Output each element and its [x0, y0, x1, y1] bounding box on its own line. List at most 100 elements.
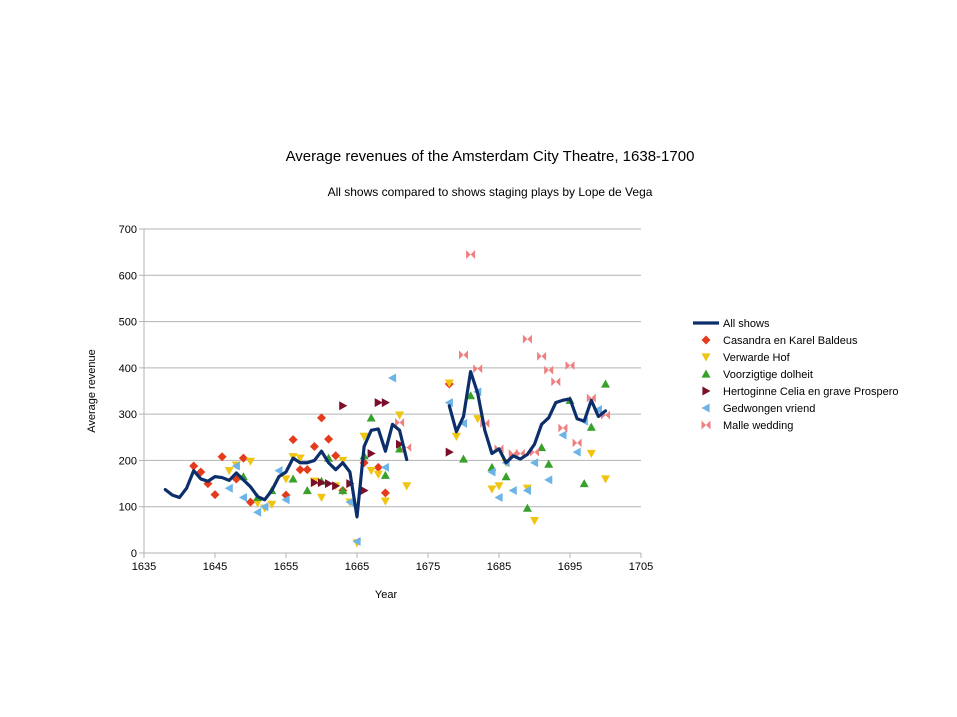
data-point [246, 457, 255, 466]
data-point [537, 351, 547, 361]
data-point [395, 411, 405, 420]
legend-item: Voorzigtige dolheit [701, 369, 813, 381]
x-tick-label: 1635 [132, 561, 156, 573]
data-point [274, 466, 283, 476]
data-point [586, 422, 596, 431]
y-tick-label: 100 [119, 502, 137, 514]
series-voorzigtige-dolheit [238, 379, 610, 512]
data-point [444, 398, 453, 408]
data-point [402, 482, 412, 491]
data-point [324, 434, 334, 444]
x-axis-label: Year [374, 589, 398, 601]
grid-lines [144, 228, 641, 508]
series [163, 249, 610, 548]
y-tick-label: 300 [119, 409, 137, 421]
data-point [310, 478, 319, 488]
legend-item: Casandra en Karel Baldeus [701, 335, 858, 347]
data-point [466, 249, 476, 259]
data-point [487, 485, 497, 494]
x-tick-label: 1665 [345, 561, 369, 573]
data-point [309, 442, 319, 452]
data-point [367, 448, 376, 458]
data-point [224, 483, 233, 493]
legend-item: Malle wedding [701, 420, 793, 432]
legend-swatch [701, 420, 711, 430]
legend-item: All shows [693, 318, 770, 330]
data-point [189, 461, 199, 471]
data-point [302, 486, 312, 495]
data-point [380, 470, 390, 479]
chart-title: Average revenues of the Amsterdam City T… [285, 148, 695, 165]
data-point [572, 438, 582, 448]
data-point [217, 452, 227, 462]
data-point [373, 470, 383, 479]
data-point [332, 481, 341, 491]
data-point [579, 479, 589, 488]
data-point [537, 442, 547, 452]
data-point [288, 474, 298, 483]
data-point [325, 479, 334, 489]
legend-label: Hertoginne Celia en grave Prospero [723, 386, 899, 398]
legend-item: Gedwongen vriend [701, 403, 815, 415]
y-tick-label: 0 [131, 548, 137, 560]
data-point [246, 497, 255, 507]
data-point [381, 398, 390, 408]
data-point [459, 418, 468, 428]
data-point [601, 379, 610, 388]
legend-label: Verwarde Hof [723, 352, 791, 364]
legend-swatch [701, 403, 710, 413]
data-point [487, 467, 496, 477]
x-tick-label: 1705 [629, 561, 653, 573]
legend-label: Voorzigtige dolheit [723, 369, 813, 381]
data-point [338, 486, 348, 495]
series-line [447, 369, 608, 465]
data-point [459, 454, 468, 463]
data-point [281, 475, 291, 484]
series-gedwongen-vriend [224, 373, 602, 546]
data-point [231, 461, 240, 471]
chart-subtitle: All shows compared to shows staging play… [327, 185, 653, 199]
data-point [558, 430, 567, 440]
series-verwarde-hof [224, 379, 610, 548]
y-tick-label: 700 [119, 224, 137, 236]
data-point [501, 472, 511, 481]
data-point [253, 499, 263, 508]
data-point [366, 467, 376, 476]
data-point [331, 451, 341, 461]
data-point [345, 497, 354, 507]
data-point [210, 490, 220, 500]
data-point [359, 432, 369, 441]
series-hertoginne-celia-en-grave-prospero [310, 398, 454, 496]
data-point [494, 492, 503, 502]
data-point [466, 391, 476, 400]
data-point [395, 417, 405, 427]
data-point [522, 334, 532, 344]
data-point [530, 517, 539, 526]
legend-item: Verwarde Hof [701, 352, 791, 364]
data-point [295, 454, 305, 463]
data-point [380, 462, 389, 472]
data-point [601, 475, 610, 484]
data-point [302, 465, 312, 475]
data-point [281, 495, 290, 505]
legend-swatch [701, 335, 711, 345]
legend-item: Hertoginne Celia en grave Prospero [702, 386, 899, 398]
data-point [473, 364, 483, 374]
x-tick-label: 1695 [558, 561, 582, 573]
data-point [522, 486, 531, 496]
x-tick-label: 1675 [416, 561, 440, 573]
data-point [380, 488, 390, 498]
data-point [395, 444, 405, 453]
data-point [551, 377, 561, 387]
data-point [238, 453, 248, 463]
legend-swatch [702, 386, 711, 396]
data-point [374, 398, 383, 408]
data-point [339, 401, 348, 411]
y-tick-label: 600 [119, 270, 137, 282]
series-all-shows [163, 369, 608, 519]
data-point [317, 493, 326, 502]
series-line [163, 422, 409, 519]
data-point [459, 350, 468, 360]
